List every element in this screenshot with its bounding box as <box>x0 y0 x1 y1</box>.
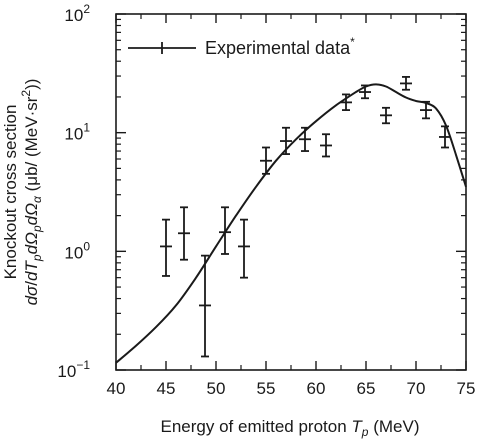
y-title-domega-p: dΩ <box>22 232 41 254</box>
data-point <box>420 100 432 120</box>
data-point <box>280 126 292 155</box>
data-point <box>160 218 172 277</box>
y-tick-label: 102 <box>64 2 90 25</box>
data-point <box>299 126 311 152</box>
y-tick-label: 101 <box>64 121 90 144</box>
x-tick-label: 45 <box>157 379 176 398</box>
data-point <box>400 76 412 91</box>
y-title-sub-p2: p <box>30 225 44 233</box>
data-point <box>380 106 392 125</box>
x-tick-label: 40 <box>107 379 126 398</box>
data-point <box>219 206 231 255</box>
x-tick-label: 75 <box>457 379 476 398</box>
x-axis-title: Energy of emitted proton Tp (MeV) <box>161 417 420 439</box>
y-title-sub-alpha: α <box>30 195 44 203</box>
x-tick-label: 55 <box>257 379 276 398</box>
y-axis-title: Knockout cross section dσ/dTpdΩpdΩα (μb/… <box>1 79 44 306</box>
data-point <box>359 84 371 100</box>
data-point <box>260 146 272 175</box>
legend: Experimental data* <box>128 35 355 58</box>
plot-frame <box>115 13 467 371</box>
x-title-main: Energy of emitted proton <box>161 417 352 436</box>
x-tick-label: 50 <box>207 379 226 398</box>
y-axis-ticks: 10−1 100 101 102 <box>57 2 466 381</box>
data-point <box>340 93 352 111</box>
data-point <box>199 254 211 358</box>
data-point <box>238 218 250 279</box>
y-title-d1: d <box>22 295 41 305</box>
model-curve <box>115 83 467 364</box>
x-title-var: T <box>351 417 363 436</box>
y-title-domega-a: dΩ <box>22 203 41 225</box>
y-title-sub-p1: p <box>30 254 44 262</box>
x-tick-label: 65 <box>357 379 376 398</box>
y-axis-title-line-2: dσ/dTpdΩpdΩα (μb/ (MeV·sr2)) <box>19 79 44 306</box>
x-axis-ticks: 40 45 50 55 60 65 70 75 <box>107 14 476 398</box>
x-tick-label: 60 <box>307 379 326 398</box>
model-curve-series <box>115 83 467 364</box>
data-point <box>320 133 332 158</box>
y-axis-title-line-1: Knockout cross section <box>1 105 20 280</box>
x-tick-label: 70 <box>407 379 426 398</box>
y-title-sigma: σ <box>22 285 41 296</box>
legend-label: Experimental data* <box>205 35 355 58</box>
y-title-unit-open: (μb/ (MeV·sr <box>22 96 41 196</box>
data-point <box>178 206 190 261</box>
data-point <box>439 125 451 149</box>
legend-label-text: Experimental data <box>205 38 351 58</box>
y-title-dtp: dT <box>22 260 41 281</box>
x-title-unit: (MeV) <box>368 417 419 436</box>
y-tick-label: 10−1 <box>57 358 90 381</box>
y-tick-label: 100 <box>64 239 90 262</box>
y-title-sup-2: 2 <box>19 90 33 97</box>
x-title-sub: p <box>361 425 369 439</box>
y-title-unit-close: )) <box>22 79 41 90</box>
experimental-data-series <box>160 76 451 358</box>
y-title-slash: / <box>22 281 41 286</box>
legend-label-sup: * <box>350 35 355 49</box>
